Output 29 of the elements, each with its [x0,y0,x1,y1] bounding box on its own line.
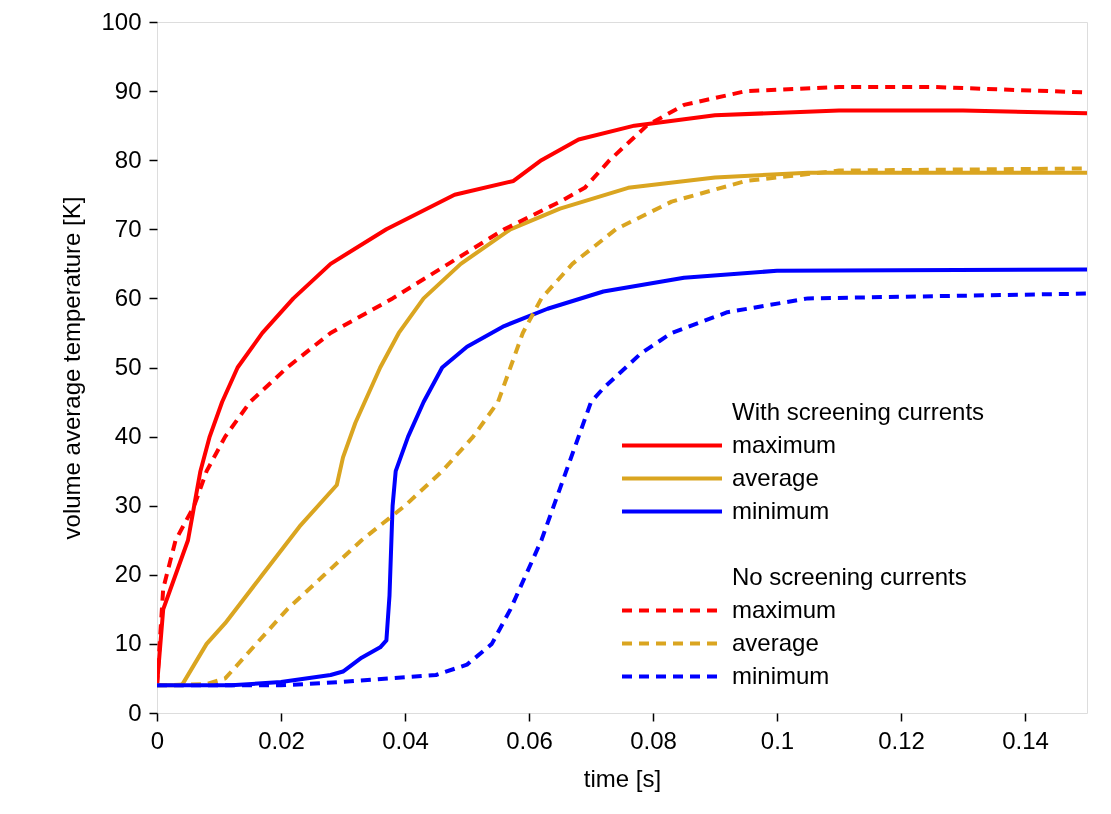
legend-label: minimum [732,661,830,689]
x-tick-label: 0.12 [878,726,925,754]
legend-label: maximum [732,430,837,458]
y-tick-label: 100 [101,7,142,35]
y-tick-label: 70 [114,214,142,242]
y-axis-title: volume average temperature [K] [58,196,86,540]
x-tick-label: 0.02 [258,726,305,754]
x-tick-label: 0.06 [506,726,553,754]
legend-label: average [732,628,819,656]
annotation: With screening currents [732,397,985,425]
y-tick-label: 10 [114,629,142,657]
x-tick-label: 0.14 [1002,726,1049,754]
x-tick-label: 0.04 [382,726,429,754]
y-tick-label: 0 [128,698,142,726]
annotation: No screening currents [732,562,967,590]
legend-label: maximum [732,595,837,623]
legend-label: average [732,463,819,491]
y-tick-label: 30 [114,491,142,519]
x-axis-title: time [s] [583,764,662,792]
y-tick-label: 20 [114,560,142,588]
x-tick-label: 0.1 [760,726,795,754]
y-tick-label: 50 [114,353,142,380]
y-tick-label: 60 [114,283,142,311]
x-tick-label: 0.08 [630,726,677,754]
y-tick-label: 80 [114,145,142,173]
legend-label: minimum [732,496,830,524]
y-tick-label: 90 [114,76,142,104]
y-tick-label: 40 [114,422,142,450]
x-tick-label: 0 [150,726,165,754]
